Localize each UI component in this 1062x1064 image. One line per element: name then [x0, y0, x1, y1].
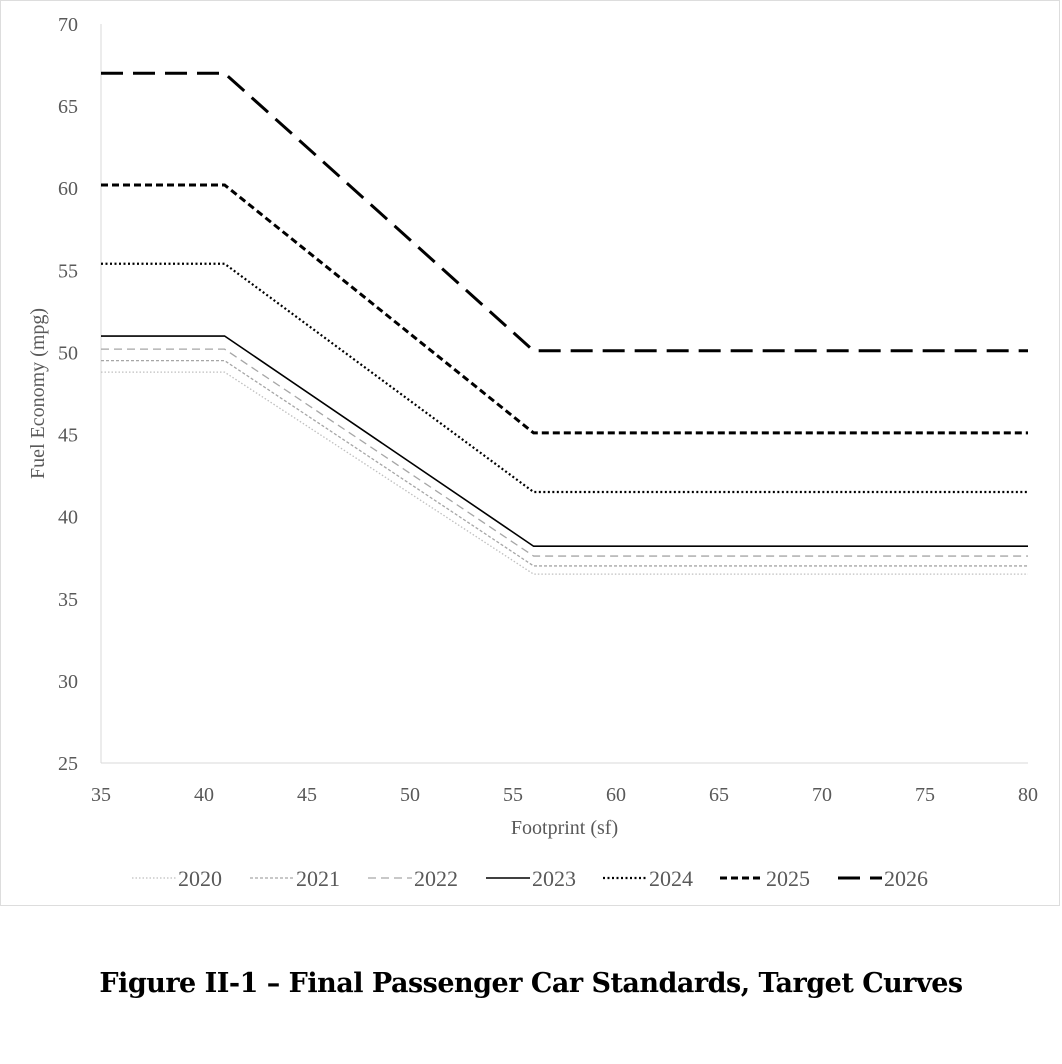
- series-line-2024: [101, 262, 1028, 494]
- y-tick-labels: 25 30 35 40 45 50 55 60 65 70: [58, 14, 78, 775]
- y-tick-label: 45: [58, 425, 78, 447]
- x-tick-label: 65: [709, 784, 729, 806]
- y-tick-label: 55: [58, 260, 78, 282]
- legend-label-2020: 2020: [178, 866, 222, 891]
- x-tick-label: 40: [194, 784, 214, 806]
- y-tick-label: 35: [58, 589, 78, 611]
- series-line-2026: [101, 71, 1028, 353]
- fuel-economy-chart: 25 30 35 40 45 50 55 60 65 70 35 40 45 50 55 60 65 70 75 8…: [27, 14, 1038, 891]
- y-tick-label: 25: [58, 753, 78, 775]
- legend: 2020 2021 2022 2023 2024 2025 2026: [132, 866, 928, 891]
- x-tick-label: 70: [812, 784, 832, 806]
- series-line-2021: [101, 360, 1028, 567]
- series-line-2020: [101, 371, 1028, 575]
- figure-caption: Figure II-1 – Final Passenger Car Standa…: [99, 968, 963, 999]
- series-layer: [101, 71, 1028, 575]
- series-line-2023: [101, 335, 1028, 548]
- x-tick-label: 45: [297, 784, 317, 806]
- series-line-2025: [101, 183, 1028, 435]
- x-tick-label: 35: [91, 784, 111, 806]
- series-line-2022: [101, 348, 1028, 557]
- legend-label-2021: 2021: [296, 866, 340, 891]
- legend-label-2022: 2022: [414, 866, 458, 891]
- y-tick-label: 50: [58, 342, 78, 364]
- y-axis-title: Fuel Economy (mpg): [27, 308, 49, 479]
- x-axis-title: Footprint (sf): [511, 817, 618, 839]
- legend-label-2023: 2023: [532, 866, 576, 891]
- x-tick-label: 55: [503, 784, 523, 806]
- x-tick-label: 50: [400, 784, 420, 806]
- legend-label-2026: 2026: [884, 866, 928, 891]
- legend-label-2025: 2025: [766, 866, 810, 891]
- y-tick-label: 60: [58, 178, 78, 200]
- legend-label-2024: 2024: [649, 866, 693, 891]
- x-tick-label: 60: [606, 784, 626, 806]
- y-tick-label: 65: [58, 96, 78, 118]
- y-tick-label: 30: [58, 671, 78, 693]
- x-tick-label: 80: [1018, 784, 1038, 806]
- x-tick-labels: 35 40 45 50 55 60 65 70 75 80: [91, 784, 1038, 806]
- chart-frame: [0, 0, 1060, 906]
- y-tick-label: 40: [58, 507, 78, 529]
- x-tick-label: 75: [915, 784, 935, 806]
- y-tick-label: 70: [58, 14, 78, 36]
